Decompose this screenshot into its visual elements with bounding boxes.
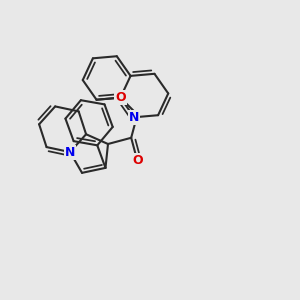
Text: N: N — [129, 111, 140, 124]
Text: N: N — [65, 146, 75, 159]
Text: O: O — [132, 154, 143, 167]
Text: O: O — [115, 91, 126, 104]
